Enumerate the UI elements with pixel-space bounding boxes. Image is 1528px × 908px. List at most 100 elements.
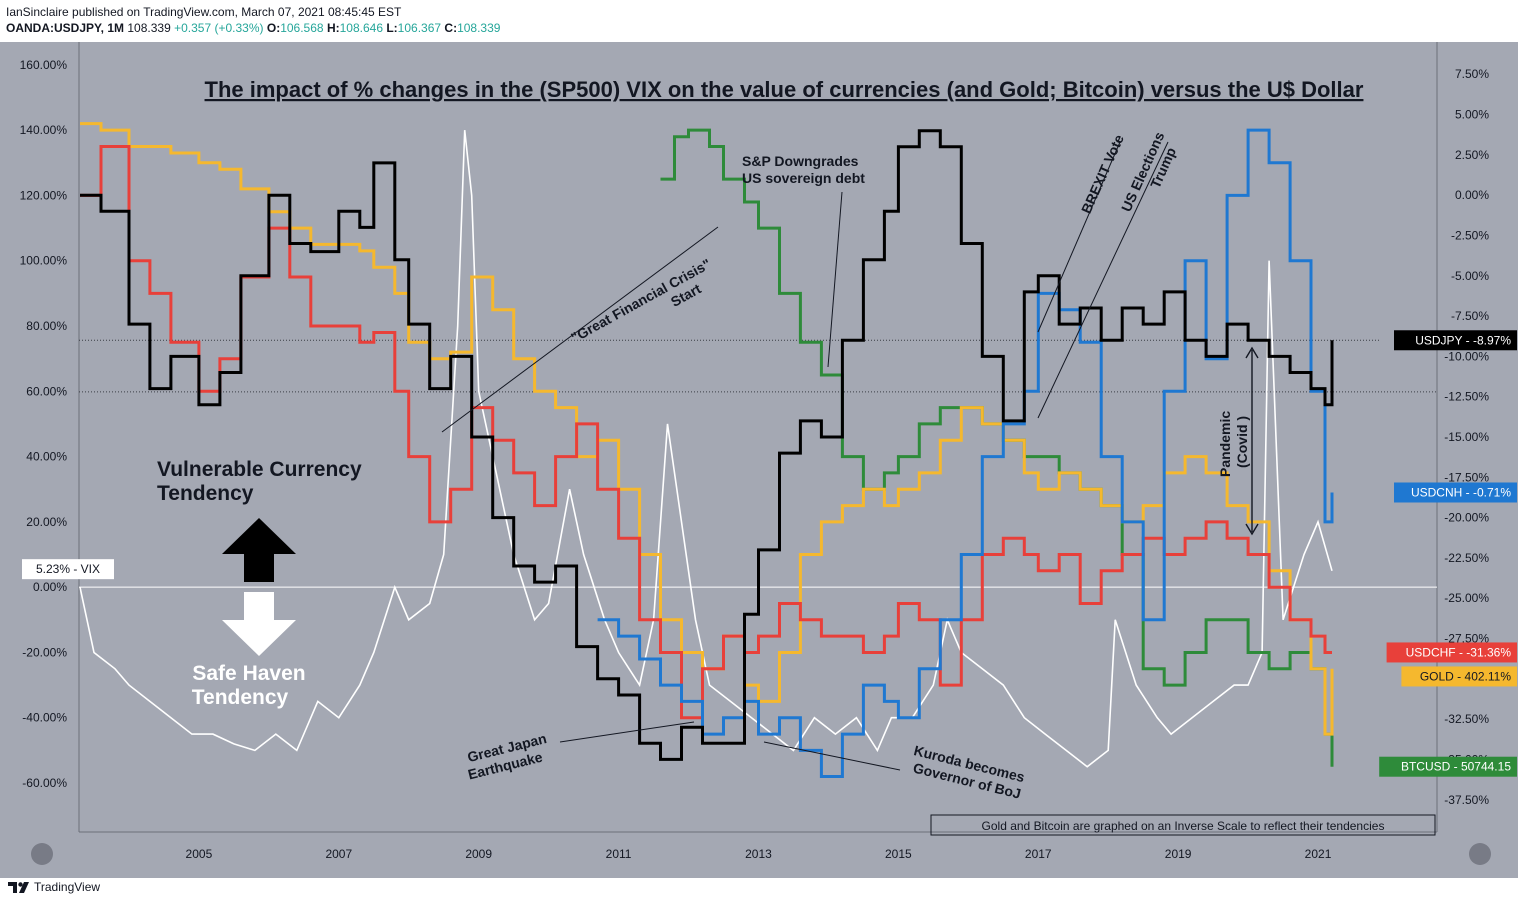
series-usdjpy[interactable] [80,129,1334,761]
footer: TradingView [8,880,100,894]
left-tick-0: 160.00% [20,58,68,72]
price-label-usdchf: USDCHF - -31.36% [1406,645,1512,659]
right-tick-5: -5.00% [1451,269,1489,283]
chart-title: The impact of % changes in the (SP500) V… [205,77,1364,102]
series-vix[interactable] [79,130,1333,768]
annotation-sp-line1: S&P Downgrades [742,153,859,169]
annotation-pandemic-line1: Pandemic [1217,411,1233,477]
price-label-bg-usdjpy [1394,330,1517,351]
right-tick-9: -15.00% [1444,430,1489,444]
right-tick-12: -22.50% [1444,551,1489,565]
left-tick-1: 140.00% [20,123,68,137]
arrow-up-icon [222,518,296,582]
price-label-bg-usdcnh [1394,482,1517,503]
note-box: Gold and Bitcoin are graphed on an Inver… [930,814,1436,836]
x-tick-2017: 2017 [1025,847,1052,861]
right-tick-14: -27.50% [1444,632,1489,646]
close-label: C: [444,21,458,35]
annotation-brexit-arrow [1037,141,1121,333]
symbol-info: OANDA:USDJPY, 1M 108.339 +0.357 (+0.33%)… [6,20,500,36]
price-label-bg-usdchf [1386,642,1517,663]
chart-canvas[interactable]: 160.00% 140.00% 120.00% 100.00% 80.00% 60.00%… [0,42,1528,878]
price-labels: USDJPY - -8.97% USDCNH - -0.71% USDCHF - -… [22,330,1517,777]
safe-line1: Safe Haven [192,662,305,685]
open-label: O: [266,21,281,35]
close-value: 108.339 [457,21,501,35]
left-tick-7: 20.00% [26,515,67,529]
right-tick-8: -12.50% [1444,390,1489,404]
tradingview-logo-icon[interactable] [8,880,30,894]
x-tick-2021: 2021 [1305,847,1332,861]
x-tick-2005: 2005 [186,847,213,861]
publish-info: IanSinclaire published on TradingView.co… [6,5,402,19]
left-tick-3: 100.00% [20,254,68,268]
left-tick-9: -20.00% [22,645,67,659]
annotation-us-arrow [1037,141,1169,419]
right-tick-11: -20.00% [1444,511,1489,525]
x-tick-2011: 2011 [606,847,632,861]
price-label-btcusd: BTCUSD - 50744.15 [1401,760,1511,774]
right-tick-0: 7.50% [1455,67,1489,81]
arrow-down-icon [222,592,296,656]
annotation-kuroda-arrow [763,741,901,771]
tendency-block: Vulnerable Currency Tendency Safe Haven … [157,458,362,709]
chart-background [0,42,1528,878]
safe-line2: Tendency [192,686,289,709]
price-label-bg-gold [1401,666,1517,687]
left-tick-6: 40.00% [26,450,67,464]
vulnerable-line1: Vulnerable Currency [157,458,362,481]
annotation-pandemic-line2: (Covid ) [1234,416,1250,468]
right-tick-18: -37.50% [1444,793,1489,807]
left-tick-2: 120.00% [20,188,68,202]
high-value: 108.646 [339,21,383,35]
price-change: +0.357 (+0.33%) [174,21,264,35]
x-tick-2019: 2019 [1165,847,1192,861]
right-tick-10: -17.50% [1444,470,1489,484]
footer-brand: TradingView [34,880,101,894]
vix-label-bg [22,559,114,580]
price-label-usdcnh: USDCNH - -0.71% [1411,485,1511,499]
right-tick-3: 0.00% [1455,188,1489,202]
last-price: 108.339 [127,21,171,35]
price-label-gold: GOLD - 402.11% [1420,669,1511,683]
annotation-sp-downgrade: S&P Downgrades US sovereign debt [742,153,865,368]
right-axis: 7.50% 5.00% 2.50% 0.00% -2.50% -5.00% -7.50% -1… [1444,67,1489,807]
annotation-sp-line2: US sovereign debt [742,170,865,186]
symbol-name[interactable]: OANDA:USDJPY, 1M [6,21,125,35]
right-tick-2: 2.50% [1455,148,1489,162]
series-layer [79,122,1334,778]
annotation-pandemic-arrowhead-down [1245,523,1259,536]
annotation-gfc-arrow [441,226,719,433]
right-tick-4: -2.50% [1451,228,1489,242]
vix-label: 5.23% - VIX [36,562,100,576]
right-margin [1518,42,1528,878]
annotation-japan-arrow [559,721,695,743]
note-text: Gold and Bitcoin are graphed on an Inver… [982,819,1385,833]
high-label: H: [326,21,340,35]
annotation-pandemic: Pandemic (Covid ) [1217,346,1259,536]
svg-text:Pandemic (Covid ): Pandemic (Covid ) [1217,407,1250,477]
right-tick-6: -7.50% [1451,309,1489,323]
x-tick-2007: 2007 [325,847,352,861]
time-axis: 2005 2007 2009 2011 2013 2015 2017 2019 2021 [186,847,1332,861]
left-tick-10: -40.00% [22,711,67,725]
open-value: 106.568 [280,21,324,35]
x-tick-2009: 2009 [465,847,492,861]
x-tick-2013: 2013 [745,847,772,861]
left-tick-4: 80.00% [26,319,67,333]
right-tick-7: -10.00% [1444,349,1489,363]
low-value: 106.367 [397,21,442,35]
scroll-left-button[interactable] [31,843,53,865]
price-label-usdjpy: USDJPY - -8.97% [1415,333,1511,347]
scroll-right-button[interactable] [1469,843,1491,865]
chart-header: IanSinclaire published on TradingView.co… [6,4,500,36]
series-usdcnh[interactable] [597,128,1334,778]
left-axis: 160.00% 140.00% 120.00% 100.00% 80.00% 60.00%… [20,58,68,790]
left-tick-8: 0.00% [33,580,67,594]
note-border [930,814,1436,836]
left-tick-11: -60.00% [22,776,67,790]
left-tick-5: 60.00% [26,384,67,398]
vulnerable-line2: Tendency [157,482,254,505]
low-label: L: [386,21,398,35]
annotation-pandemic-arrowhead-up [1245,346,1259,359]
